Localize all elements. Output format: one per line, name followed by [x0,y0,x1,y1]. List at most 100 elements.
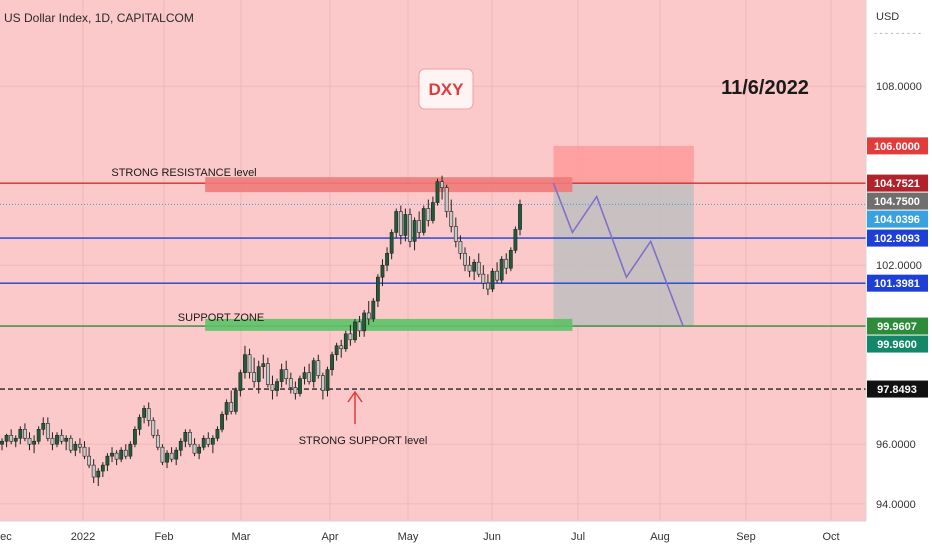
candle-body [224,402,229,415]
candle-body [412,220,417,242]
candle-body [481,273,486,284]
candle-body [100,464,105,472]
candle-body [458,241,463,254]
candle-body [495,270,499,281]
candle-body [41,423,46,430]
x-tick-label: Oct [822,531,839,543]
price-label-text: 101.3981 [874,278,920,290]
candle-body [206,437,211,445]
ticker-box-text: DXY [429,80,465,99]
price-label-box [867,192,928,210]
candle-body [265,363,270,385]
candle-body [270,384,275,391]
candle-body [284,369,289,379]
arrow-icon [347,390,363,424]
candle-body [440,181,444,188]
candle-body [518,204,522,230]
candle-body [4,434,9,442]
candle-body [32,440,36,445]
currency-label: USD [876,11,899,23]
candle-body [316,360,321,376]
candles-layer [0,175,522,486]
candle-body [9,434,14,442]
candle-body [504,258,509,269]
candle-body [183,431,188,442]
price-axis[interactable]: USD - - - - - - - - - 108.0000 102.0000 96… [865,0,932,521]
candle-body [334,345,339,356]
price-label-box [867,335,928,353]
support-zone-label: SUPPORT ZONE [178,312,264,324]
candle-body [403,214,408,236]
candle-body [275,381,279,391]
candle-body [417,220,422,233]
candle-body [169,452,174,460]
candle-body [192,443,197,454]
price-label-box [867,380,928,398]
x-tick-label: Sep [736,531,756,543]
zones-layer [553,145,694,327]
y-tick-label: 96.0000 [876,439,916,451]
x-tick-label: 2022 [71,531,95,543]
candle-body [311,360,316,382]
x-tick-label: Jul [571,531,585,543]
candle-body [394,211,399,233]
candle-body [435,181,440,203]
price-axis-background [866,0,932,521]
x-tick-label: Mar [232,531,251,543]
candle-body [380,264,385,278]
take-profit-zone [553,183,694,327]
levels-layer [0,177,866,390]
candle-body [453,226,458,242]
price-label-text: 97.8493 [877,384,917,396]
candle-body [330,354,334,370]
symbol-title: US Dollar Index, 1D, CAPITALCOM [4,11,194,25]
candle-body [348,333,353,341]
candle-body [398,211,403,236]
candle-body [449,211,454,227]
y-tick-label: 94.0000 [876,499,916,511]
candle-body [463,252,467,266]
candle-body [513,229,518,251]
strong-support-label: STRONG SUPPORT level [299,435,428,447]
candle-body [375,276,380,302]
candle-body [220,414,224,430]
candle-body [385,252,389,266]
candle-body [45,423,50,439]
candle-body [13,437,18,442]
price-label-text: 106.0000 [874,141,920,153]
candle-body [133,429,137,445]
candle-body [472,261,477,272]
candle-body [499,258,504,281]
x-tick-label: Dec [0,531,12,543]
x-tick-label: Aug [650,531,670,543]
candle-body [293,387,298,394]
candle-body [486,282,490,290]
y-tick-label: 102.0000 [876,260,922,272]
ticker-box: DXY [418,68,474,110]
candle-body [408,214,412,242]
candle-body [123,449,128,457]
time-axis[interactable]: Dec 2022 Feb Mar Apr May Jun Jul Aug Sep Oct [0,520,932,550]
candle-body [27,437,32,445]
candle-body [114,452,119,460]
candle-body [256,366,261,382]
x-tick-label: Feb [155,531,174,543]
candle-body [78,443,82,448]
candle-body [73,443,78,451]
candle-body [444,187,449,212]
candle-body [279,369,284,382]
candle-body [261,363,266,367]
candle-body [155,434,160,448]
candle-body [476,261,481,275]
candle-body [23,429,27,439]
candle-body [421,208,426,233]
price-label-box [867,174,928,192]
candle-body [238,372,243,391]
candle-body [431,202,435,221]
candle-body [371,300,376,320]
candle-body [36,429,41,442]
x-tick-label: Jun [483,531,501,543]
candle-body [490,270,495,290]
